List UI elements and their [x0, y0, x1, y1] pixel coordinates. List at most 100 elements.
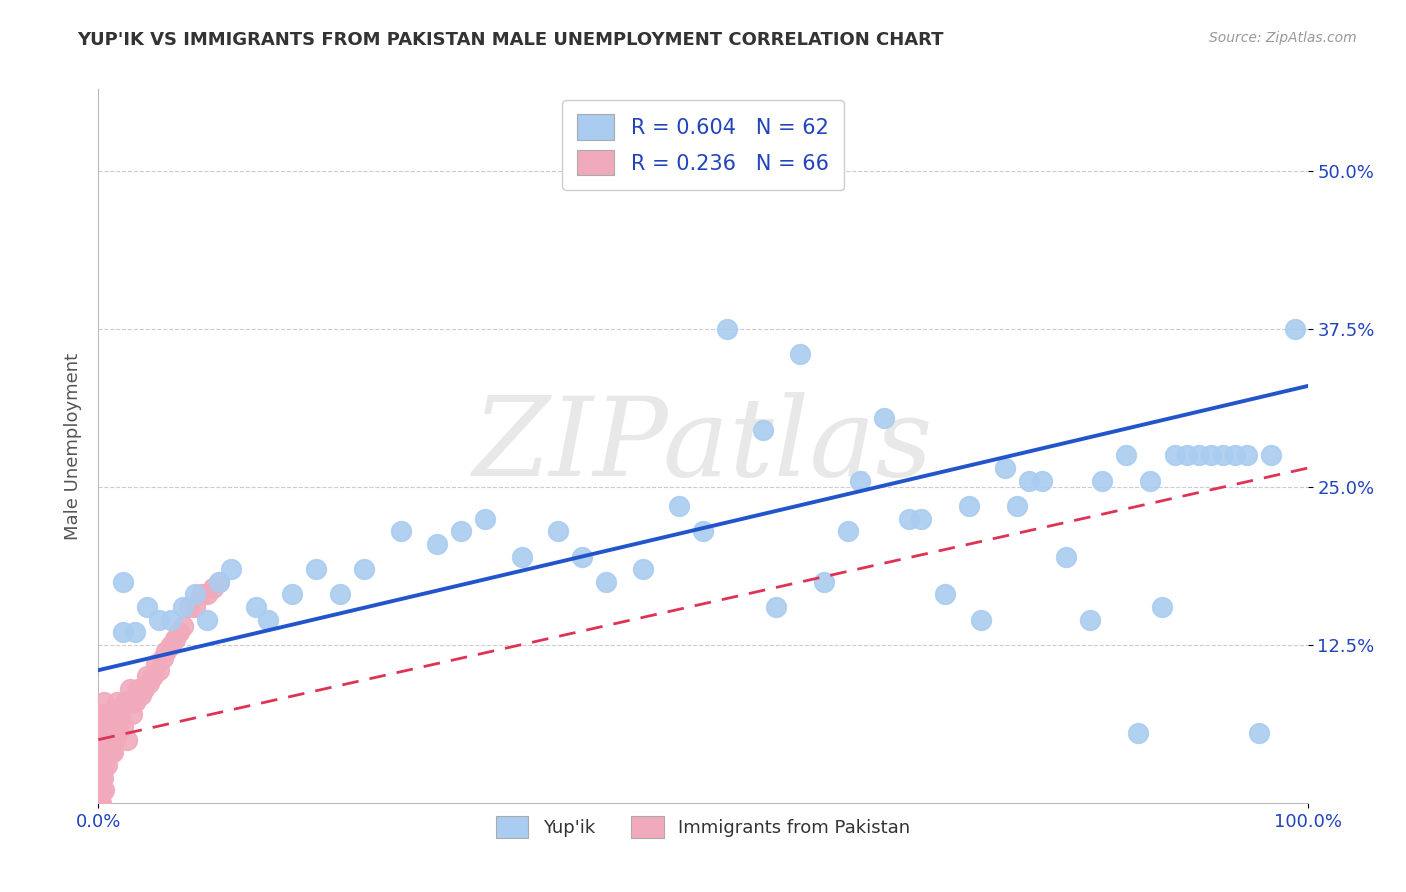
Point — [1031, 474, 1053, 488]
Point — [571, 549, 593, 564]
Point — [101, 745, 124, 759]
Point — [93, 783, 115, 797]
Point — [1054, 549, 1077, 564]
Point — [716, 322, 738, 336]
Point — [89, 771, 111, 785]
Point — [208, 574, 231, 589]
Point — [1091, 474, 1114, 488]
Point — [145, 657, 167, 671]
Point — [160, 613, 183, 627]
Point — [94, 745, 117, 759]
Point — [172, 600, 194, 615]
Point — [91, 707, 114, 722]
Point — [450, 524, 472, 539]
Point — [873, 410, 896, 425]
Point — [426, 537, 449, 551]
Point — [789, 347, 811, 361]
Point — [96, 758, 118, 772]
Point — [1139, 474, 1161, 488]
Point — [510, 549, 533, 564]
Point — [160, 638, 183, 652]
Text: ZIPatlas: ZIPatlas — [472, 392, 934, 500]
Point — [184, 600, 207, 615]
Point — [90, 771, 112, 785]
Point — [148, 613, 170, 627]
Point — [124, 625, 146, 640]
Point — [329, 587, 352, 601]
Point — [1249, 726, 1271, 740]
Point — [89, 758, 111, 772]
Point — [91, 783, 114, 797]
Point — [135, 669, 157, 683]
Point — [90, 720, 112, 734]
Point — [129, 689, 152, 703]
Point — [1128, 726, 1150, 740]
Point — [1152, 600, 1174, 615]
Point — [97, 707, 120, 722]
Point — [195, 587, 218, 601]
Point — [1007, 499, 1029, 513]
Point — [256, 613, 278, 627]
Point — [245, 600, 267, 615]
Y-axis label: Male Unemployment: Male Unemployment — [63, 352, 82, 540]
Point — [97, 745, 120, 759]
Point — [1188, 449, 1211, 463]
Point — [179, 600, 201, 615]
Point — [1018, 474, 1040, 488]
Point — [208, 574, 231, 589]
Point — [155, 644, 177, 658]
Point — [813, 574, 835, 589]
Point — [1212, 449, 1234, 463]
Point — [114, 695, 136, 709]
Point — [90, 758, 112, 772]
Point — [1163, 449, 1185, 463]
Point — [90, 745, 112, 759]
Point — [163, 632, 186, 646]
Point — [195, 613, 218, 627]
Point — [1284, 322, 1306, 336]
Point — [111, 574, 134, 589]
Point — [934, 587, 956, 601]
Point — [837, 524, 859, 539]
Point — [111, 720, 134, 734]
Point — [765, 600, 787, 615]
Point — [90, 707, 112, 722]
Point — [91, 771, 114, 785]
Point — [1175, 449, 1198, 463]
Point — [134, 682, 156, 697]
Point — [93, 695, 115, 709]
Point — [91, 745, 114, 759]
Point — [389, 524, 412, 539]
Text: YUP'IK VS IMMIGRANTS FROM PAKISTAN MALE UNEMPLOYMENT CORRELATION CHART: YUP'IK VS IMMIGRANTS FROM PAKISTAN MALE … — [77, 31, 943, 49]
Point — [107, 720, 129, 734]
Point — [90, 732, 112, 747]
Point — [281, 587, 304, 601]
Point — [1115, 449, 1137, 463]
Legend: Yup'ik, Immigrants from Pakistan: Yup'ik, Immigrants from Pakistan — [486, 807, 920, 847]
Point — [1236, 449, 1258, 463]
Point — [138, 675, 160, 690]
Point — [124, 695, 146, 709]
Point — [1223, 449, 1246, 463]
Point — [1199, 449, 1222, 463]
Point — [89, 796, 111, 810]
Point — [474, 511, 496, 525]
Point — [910, 511, 932, 525]
Point — [103, 707, 125, 722]
Point — [91, 720, 114, 734]
Point — [117, 732, 139, 747]
Point — [692, 524, 714, 539]
Point — [93, 758, 115, 772]
Point — [90, 783, 112, 797]
Point — [93, 720, 115, 734]
Point — [89, 796, 111, 810]
Point — [595, 574, 617, 589]
Point — [135, 600, 157, 615]
Point — [547, 524, 569, 539]
Point — [118, 682, 141, 697]
Point — [1260, 449, 1282, 463]
Point — [190, 587, 212, 601]
Point — [148, 663, 170, 677]
Point — [121, 707, 143, 722]
Point — [353, 562, 375, 576]
